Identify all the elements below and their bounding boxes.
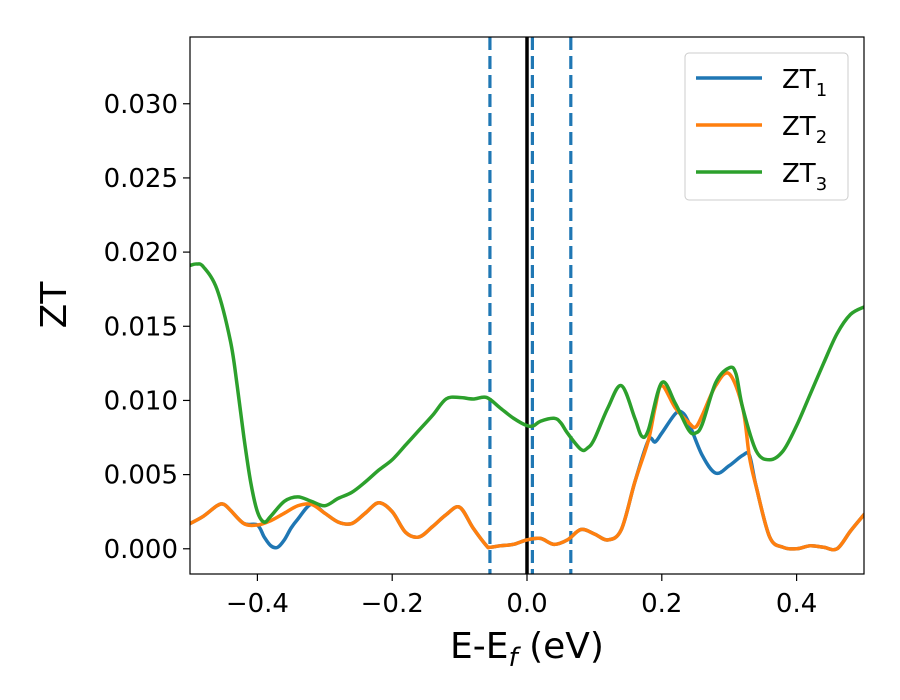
series-lines <box>190 262 864 552</box>
legend-label-zt2: ZT2 <box>782 112 827 148</box>
x-tick-label: 0.4 <box>776 589 817 619</box>
legend-label-zt1: ZT1 <box>782 65 827 101</box>
legend-label-zt3: ZT3 <box>782 159 827 195</box>
x-tick-label: −0.4 <box>226 589 289 619</box>
y-tick-label: 0.025 <box>104 164 178 194</box>
x-axis-label: E-Ef (eV) <box>450 626 604 673</box>
y-axis: 0.000 0.005 0.010 0.015 0.020 0.025 0.030 <box>104 90 190 565</box>
y-tick-label: 0.030 <box>104 90 178 120</box>
y-tick-label: 0.015 <box>104 312 178 342</box>
y-axis-label: ZT <box>34 281 75 329</box>
legend-box <box>684 52 849 201</box>
x-tick-label: −0.2 <box>361 589 424 619</box>
x-axis: −0.4 −0.2 0.0 0.2 0.4 <box>226 574 817 619</box>
y-tick-label: 0.020 <box>104 238 178 268</box>
reference-lines <box>488 37 573 574</box>
x-tick-label: 0.2 <box>641 589 682 619</box>
series-line-zt3 <box>190 262 864 524</box>
x-tick-label: 0.0 <box>506 589 547 619</box>
legend: ZT1 ZT2 ZT3 <box>684 52 849 201</box>
series-line-zt2 <box>190 371 864 552</box>
y-tick-label: 0.000 <box>104 535 178 565</box>
y-tick-label: 0.010 <box>104 386 178 416</box>
y-tick-label: 0.005 <box>104 461 178 491</box>
